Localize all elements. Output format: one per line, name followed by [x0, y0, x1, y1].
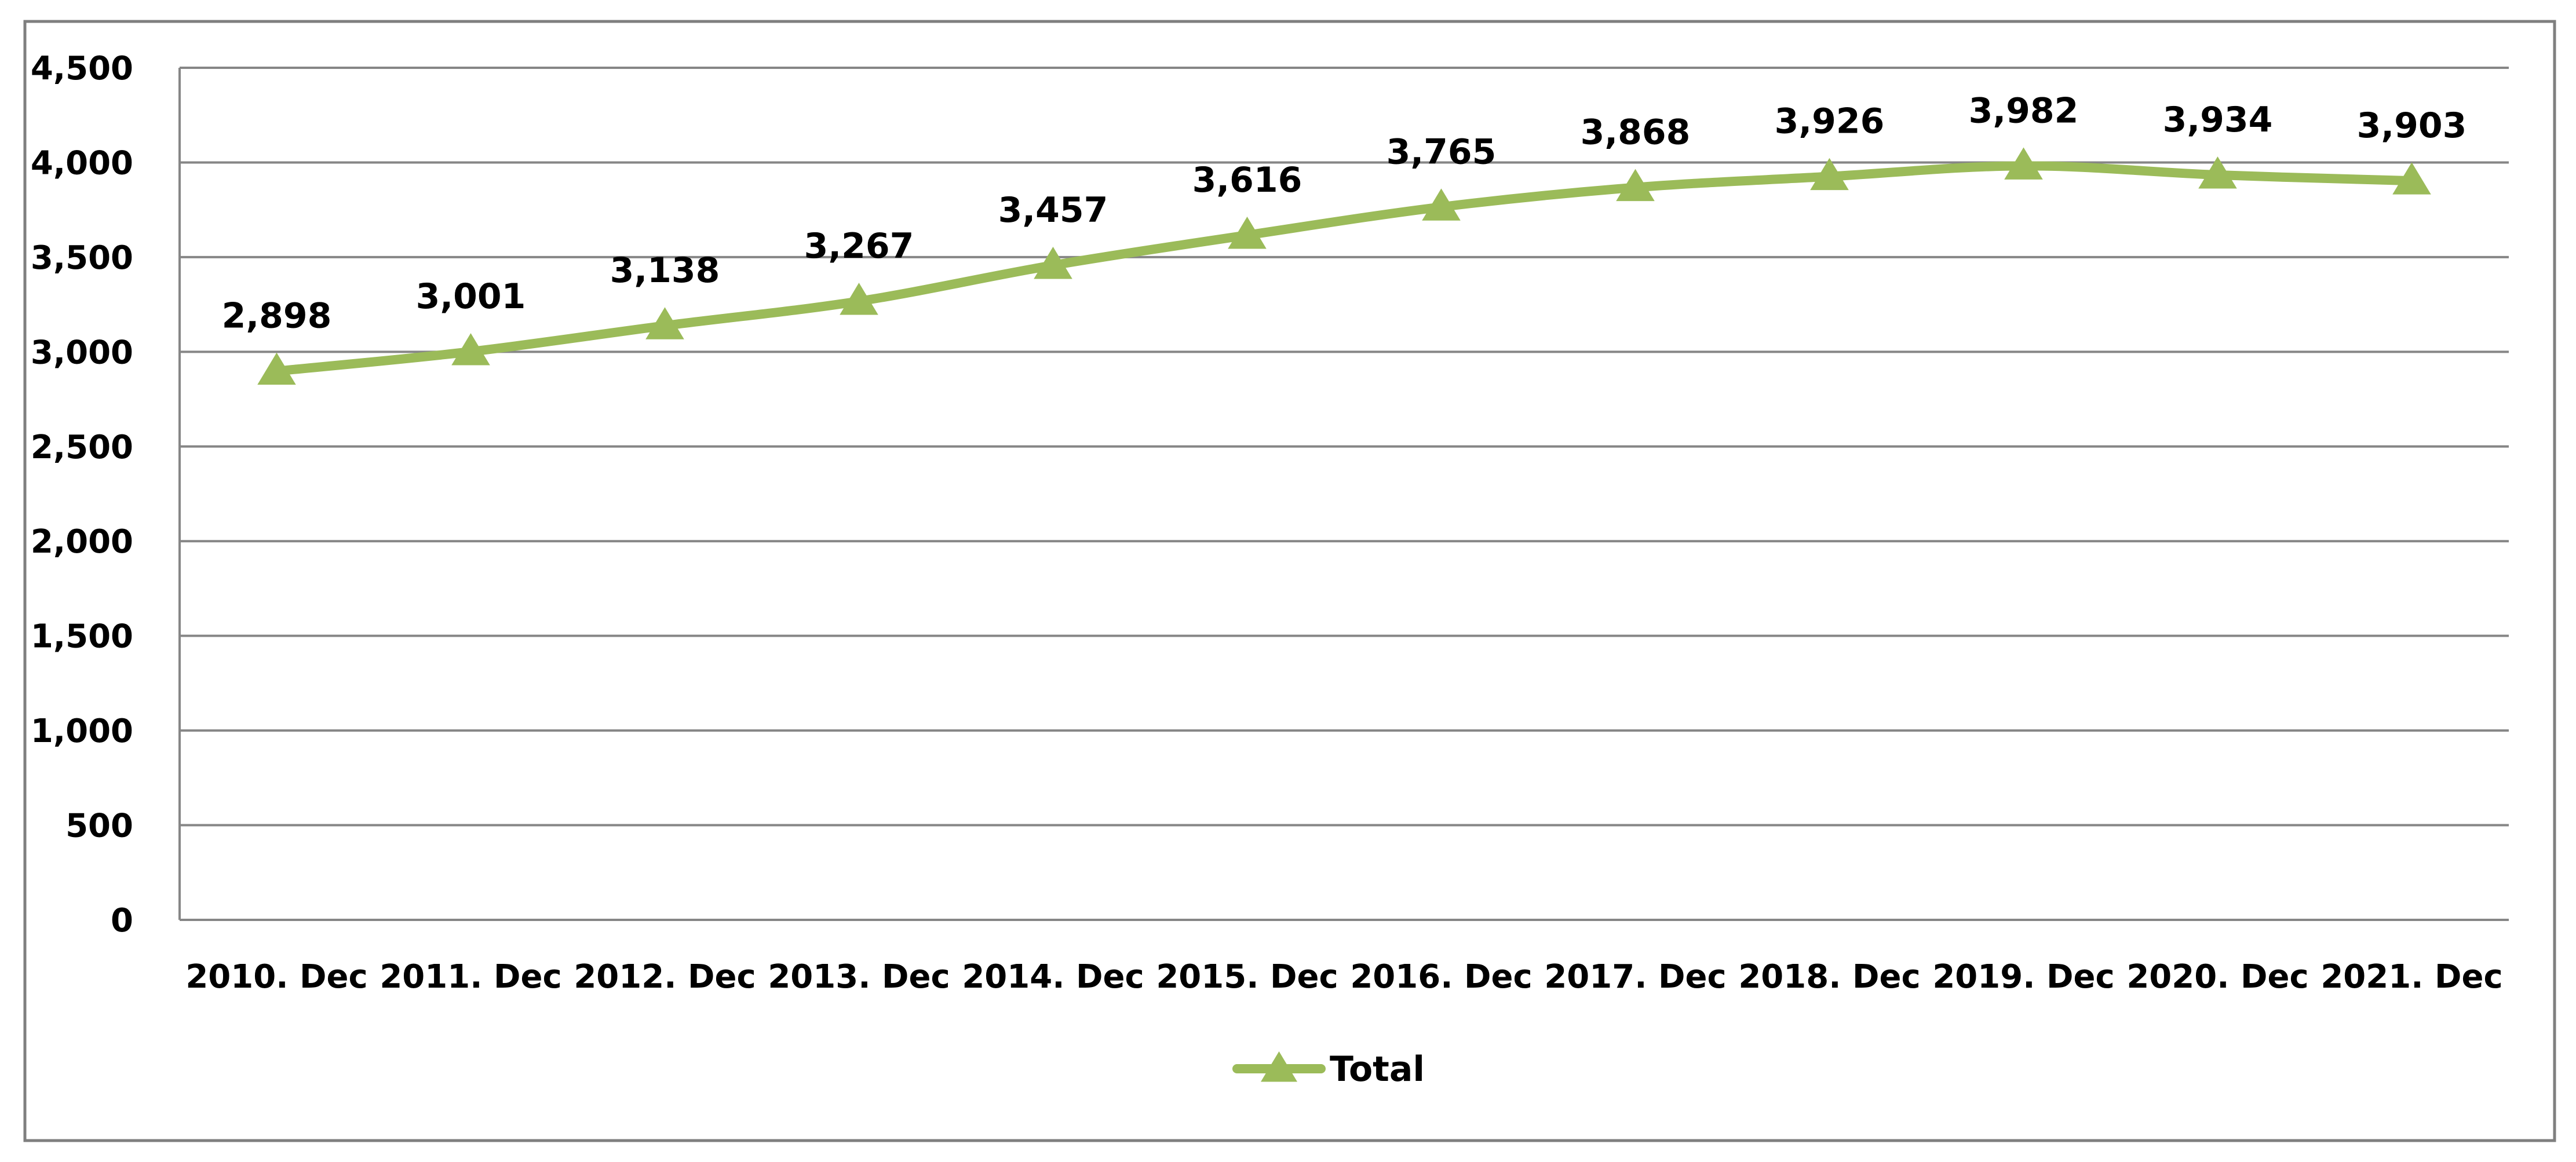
- data-label: 2,898: [222, 296, 332, 337]
- x-tick-label: 2019. Dec: [1932, 958, 2114, 996]
- data-point-marker: [840, 283, 878, 315]
- y-tick-label: 1,500: [31, 618, 133, 656]
- legend-label-total: Total: [1330, 1049, 1425, 1090]
- x-tick-label: 2011. Dec: [380, 958, 561, 996]
- data-label: 3,868: [1581, 112, 1691, 153]
- data-label: 3,138: [610, 250, 720, 291]
- data-point-marker: [645, 307, 684, 339]
- data-point-marker: [2004, 147, 2043, 180]
- data-label: 3,001: [416, 276, 526, 317]
- data-point-marker: [1810, 158, 1849, 191]
- data-point-marker: [2198, 156, 2237, 189]
- x-tick-label: 2013. Dec: [768, 958, 950, 996]
- y-tick-label: 3,500: [31, 239, 133, 277]
- x-tick-label: 2014. Dec: [962, 958, 1144, 996]
- y-tick-label: 4,000: [31, 144, 133, 182]
- x-tick-label: 2017. Dec: [1544, 958, 1726, 996]
- data-label: 3,926: [1775, 101, 1885, 142]
- x-tick-label: 2021. Dec: [2320, 958, 2502, 996]
- y-tick-label: 2,000: [31, 523, 133, 561]
- y-axis-tick-labels: 0 500 1,000 1,500 2,000 2,500 3,000 3,500 4,000 4…: [31, 50, 133, 940]
- series-line-total: [272, 161, 2417, 376]
- y-tick-label: 500: [65, 807, 133, 845]
- data-label: 3,457: [998, 190, 1108, 231]
- data-point-marker: [2392, 162, 2431, 195]
- y-tick-label: 0: [111, 902, 133, 940]
- data-point-marker: [1228, 217, 1267, 249]
- data-label: 3,934: [2163, 100, 2273, 140]
- data-label: 3,267: [804, 226, 914, 266]
- data-label: 3,765: [1386, 131, 1497, 172]
- data-point-marker: [1422, 188, 1461, 221]
- chart-border: [23, 20, 2556, 1142]
- data-labels: 2,898 3,001 3,138 3,267 3,457 3,616 3,765 3,868…: [222, 90, 2467, 336]
- x-tick-label: 2010. Dec: [185, 958, 367, 996]
- y-tick-label: 4,500: [31, 50, 133, 87]
- x-tick-label: 2020. Dec: [2126, 958, 2308, 996]
- data-point-marker: [1616, 169, 1655, 202]
- legend-marker-total: [1261, 1051, 1297, 1082]
- y-tick-label: 3,000: [31, 334, 133, 371]
- x-tick-label: 2012. Dec: [574, 958, 756, 996]
- gridlines: [180, 67, 2509, 827]
- data-label: 3,903: [2357, 105, 2467, 146]
- x-axis-tick-labels: 2010. Dec 2011. Dec 2012. Dec 2013. Dec 2014…: [185, 958, 2502, 996]
- x-tick-label: 2016. Dec: [1350, 958, 1532, 996]
- data-point-marker: [451, 333, 490, 366]
- data-point-marker: [257, 352, 296, 385]
- x-tick-label: 2015. Dec: [1156, 958, 1338, 996]
- x-tick-label: 2018. Dec: [1738, 958, 1920, 996]
- data-point-marker: [1034, 247, 1072, 279]
- y-tick-label: 2,500: [31, 429, 133, 466]
- y-tick-label: 1,000: [31, 712, 133, 750]
- data-label: 3,982: [1969, 90, 2079, 131]
- legend: Total: [1232, 1049, 1425, 1090]
- series-total: [257, 147, 2431, 385]
- data-label: 3,616: [1192, 160, 1302, 200]
- axes: [178, 68, 2509, 921]
